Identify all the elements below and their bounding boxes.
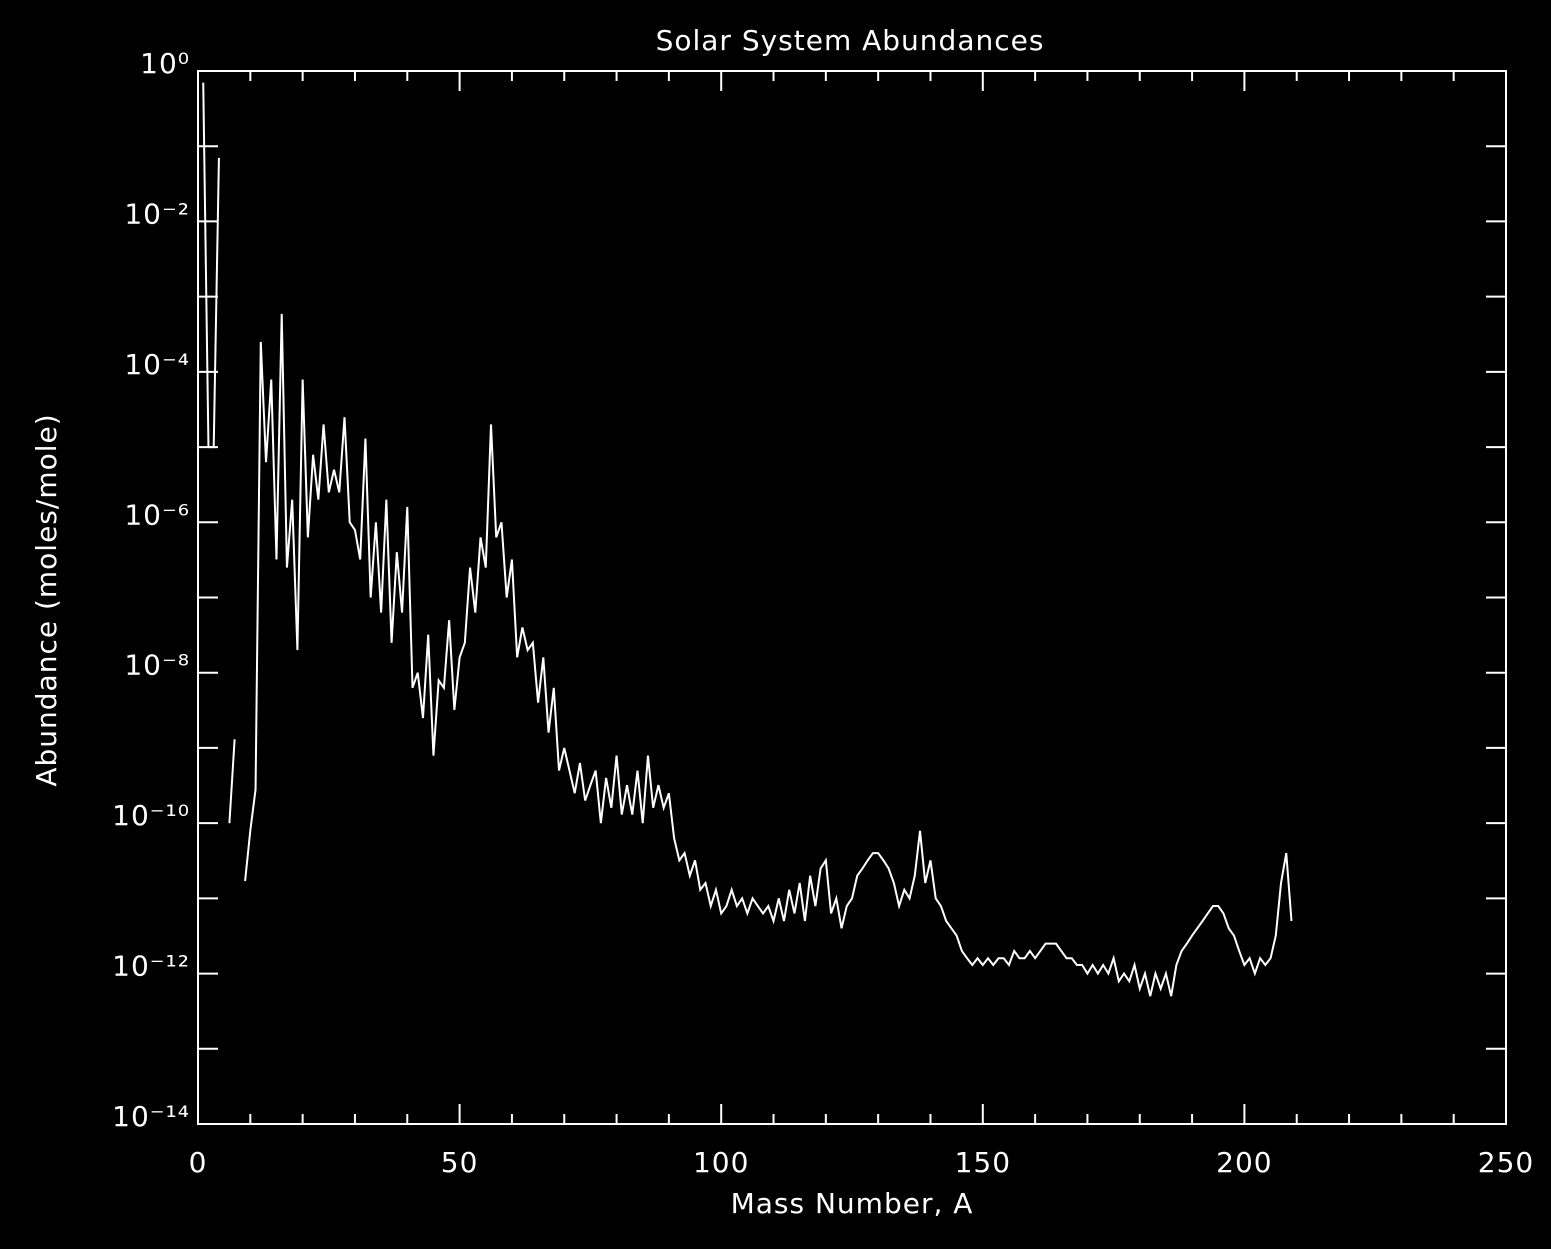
y-tick-label: 10⁰ (140, 47, 190, 80)
x-axis-label: Mass Number, A (731, 1187, 974, 1220)
y-tick-label: 10⁻¹⁴ (112, 1100, 190, 1133)
y-tick-label: 10⁻⁸ (124, 649, 190, 682)
y-tick-label: 10⁻⁶ (124, 498, 190, 531)
y-axis-label: Abundance (moles/mole) (30, 413, 63, 786)
x-tick-label: 200 (1216, 1146, 1272, 1179)
x-tick-label: 250 (1478, 1146, 1534, 1179)
x-tick-label: 150 (955, 1146, 1011, 1179)
chart-title: Solar System Abundances (656, 24, 1045, 57)
y-tick-label: 10⁻⁴ (124, 348, 190, 381)
y-tick-label: 10⁻² (124, 197, 190, 230)
data-line (202, 82, 1293, 997)
x-tick-label: 100 (693, 1146, 749, 1179)
x-tick-label: 50 (441, 1146, 479, 1179)
x-tick-label: 0 (189, 1146, 208, 1179)
y-tick-label: 10⁻¹² (112, 950, 190, 983)
y-tick-label: 10⁻¹⁰ (112, 799, 190, 832)
